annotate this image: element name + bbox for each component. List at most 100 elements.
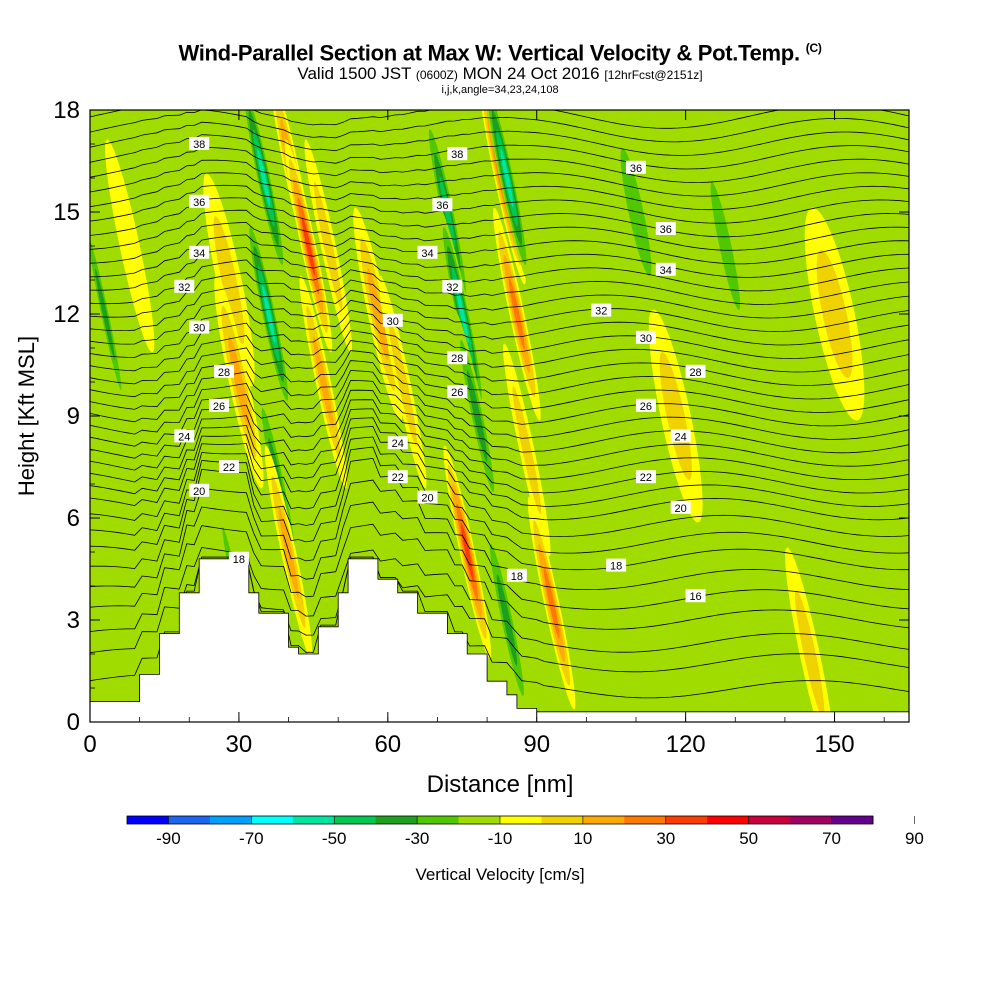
colorbar-segment — [790, 816, 833, 824]
colorbar-segment — [168, 816, 211, 824]
velocity-cell — [105, 139, 155, 353]
colorbar-segment — [209, 816, 252, 824]
contour-label-box — [209, 398, 230, 412]
colorbar-segment — [375, 816, 418, 824]
contour-label-box — [635, 470, 656, 484]
contour-label: 32 — [446, 282, 458, 294]
colorbar-segment — [417, 816, 460, 824]
colorbar-segment — [831, 816, 874, 824]
colorbar-tick-label: 10 — [573, 829, 592, 848]
isentrope-line — [90, 556, 909, 673]
contour-label: 22 — [640, 472, 652, 484]
contour-label: 36 — [660, 224, 672, 236]
contour-label-box — [626, 160, 646, 174]
velocity-cell — [367, 268, 389, 360]
contour-label: 24 — [178, 431, 190, 443]
terrain-mask — [90, 558, 909, 722]
y-tick-label: 15 — [53, 199, 80, 226]
isentrope-line — [90, 284, 909, 332]
isentrope-line — [90, 350, 909, 413]
contour-label: 20 — [421, 493, 433, 505]
contour-label-box — [655, 262, 676, 276]
x-tick-label: 0 — [83, 731, 96, 758]
contour-label: 26 — [640, 401, 652, 413]
contour-label-box — [606, 558, 627, 572]
y-axis-label: Height [Kft MSL] — [14, 336, 39, 496]
isentrope-line — [90, 172, 909, 211]
y-tick-label: 3 — [67, 607, 80, 634]
terrain-shape — [90, 558, 909, 722]
isentrope-line — [90, 110, 909, 129]
velocity-cell — [262, 284, 276, 344]
contour-label-box — [189, 483, 210, 497]
contour-label-box — [214, 364, 235, 378]
velocity-cell — [543, 567, 560, 639]
contour-label: 30 — [387, 316, 399, 328]
colorbar-segment — [624, 816, 667, 824]
contour-label-box — [655, 222, 676, 235]
contour-label-box — [218, 460, 239, 473]
contour-label: 18 — [233, 554, 245, 566]
colorbar-segment — [707, 816, 750, 824]
contour-label: 34 — [193, 248, 205, 260]
isentrope-line — [90, 399, 909, 480]
contour-label: 18 — [610, 561, 622, 573]
velocity-cell — [313, 336, 334, 428]
colorbar-tick-label: 30 — [656, 829, 675, 848]
isentrope-line — [90, 330, 909, 386]
contour-label: 26 — [451, 387, 463, 399]
colorbar-segment — [334, 816, 377, 824]
y-tick-label: 12 — [53, 301, 80, 328]
isentrope-line — [90, 272, 909, 319]
contour-label-box — [417, 245, 438, 259]
isentrope-line — [90, 501, 909, 610]
x-tick-label: 30 — [226, 731, 253, 758]
y-tick-label: 9 — [67, 403, 80, 430]
velocity-cell — [508, 278, 525, 350]
contour-label: 24 — [392, 438, 404, 450]
contour-label: 18 — [511, 571, 523, 583]
isentrope-line — [90, 197, 909, 238]
velocity-cell — [512, 386, 542, 514]
contour-label: 28 — [218, 367, 230, 379]
isentrope-line — [90, 134, 909, 170]
colorbar-tick-label: -30 — [405, 829, 430, 848]
contour-label: 34 — [421, 248, 433, 260]
x-tick-label: 60 — [374, 731, 401, 758]
colorbar-tick-label: 70 — [822, 829, 841, 848]
contour-label-box — [382, 313, 403, 327]
x-tick-label: 150 — [815, 731, 855, 758]
isentrope-line — [90, 380, 909, 454]
isentrope-line — [90, 309, 909, 359]
contour-label: 38 — [451, 149, 463, 161]
contour-label: 36 — [193, 197, 205, 209]
colorbar-segment — [500, 816, 542, 824]
isentrope-line — [90, 546, 909, 653]
colorbar-tick-label: -70 — [239, 829, 264, 848]
isentrope-line — [90, 234, 909, 278]
contour-label-box — [417, 490, 438, 504]
velocity-cell — [439, 176, 456, 248]
chart-title: Wind-Parallel Section at Max W: Vertical… — [0, 36, 1000, 65]
colorbar-segment — [127, 816, 169, 824]
velocity-cell — [496, 574, 518, 666]
isentrope-line — [90, 209, 909, 251]
isentrope-line — [90, 184, 909, 224]
contour-label-box — [685, 589, 706, 603]
isentrope-line — [90, 121, 909, 156]
title-credit: (C) — [805, 41, 822, 55]
subtitle-valid: Valid 1500 JST — [297, 64, 412, 84]
isentrope-line — [90, 246, 909, 292]
colorbar-segment — [251, 816, 294, 824]
contour-label-box — [387, 470, 408, 484]
isentrope-line — [90, 297, 909, 346]
colorbar-tick-label: 90 — [905, 829, 924, 848]
contour-label: 20 — [193, 486, 205, 498]
velocity-cell — [659, 352, 692, 480]
contour-label: 20 — [675, 503, 687, 515]
contour-label-box — [447, 385, 468, 399]
chart-title-text: Wind-Parallel Section at Max W: Vertical… — [178, 40, 800, 66]
contour-label-box — [189, 137, 210, 150]
colorbar: -90 -70 -50 -30 -10 10 30 50 70 90 — [126, 815, 924, 848]
